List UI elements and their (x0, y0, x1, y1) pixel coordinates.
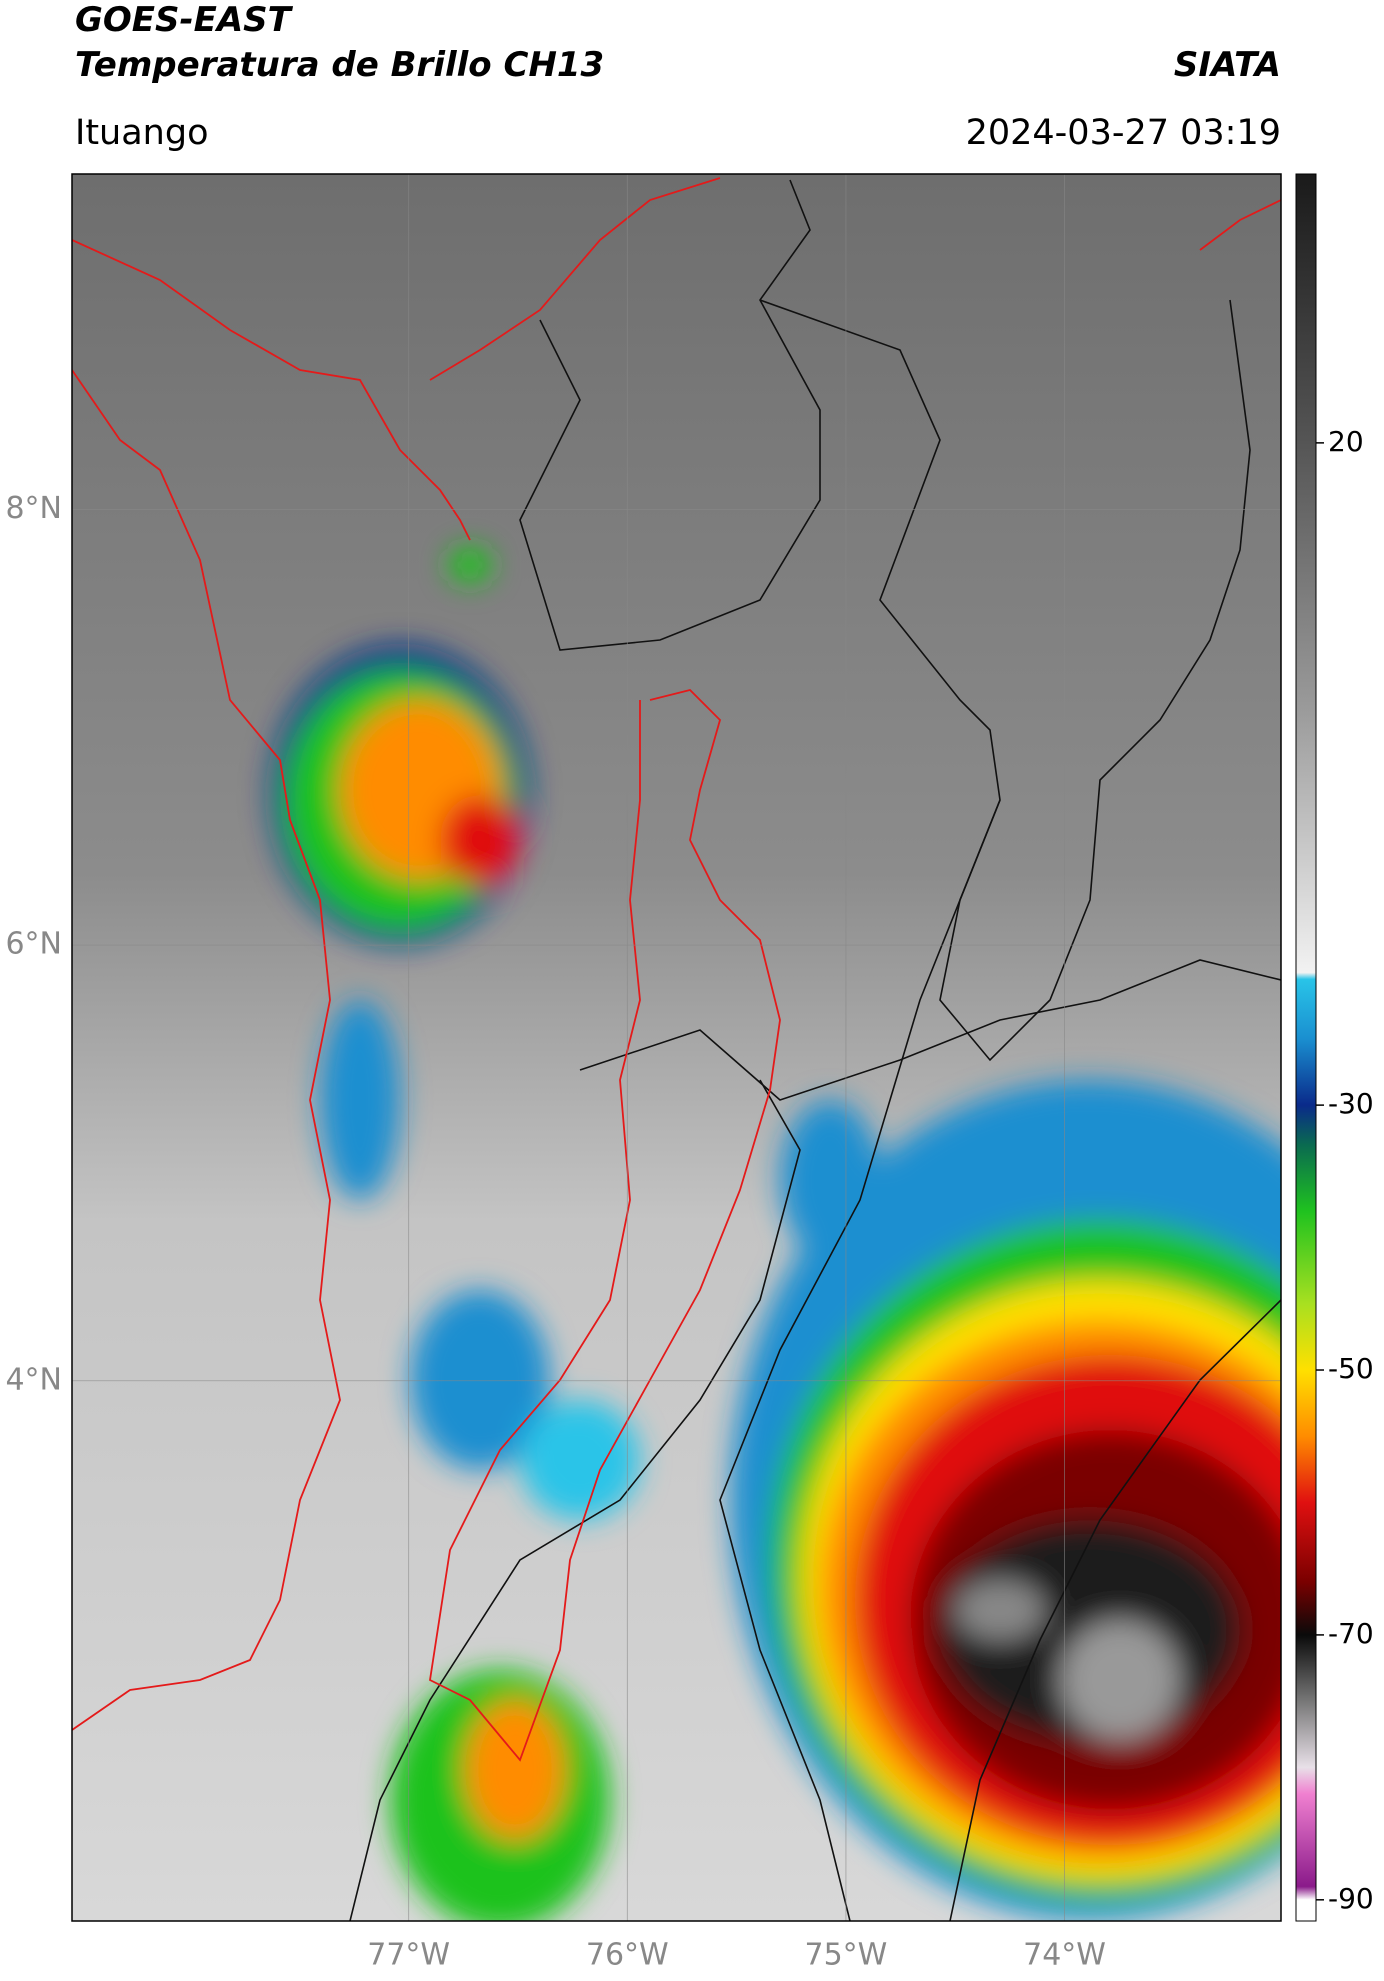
y-tick-label: 4°N (5, 1362, 62, 1397)
datetime: 2024-03-27 03:19 (965, 113, 1281, 153)
y-tick-label: 6°N (5, 927, 62, 962)
title: GOES-EAST (75, 0, 291, 40)
x-tick-label: 75°W (805, 1938, 888, 1973)
satellite-image (72, 174, 1281, 1921)
colorbar-tick-label: -50 (1328, 1352, 1374, 1385)
region: Ituango (75, 113, 209, 153)
source: SIATA (1173, 45, 1281, 85)
x-tick-label: 77°W (367, 1938, 450, 1973)
x-tick-label: 74°W (1023, 1938, 1106, 1973)
x-tick-label: 76°W (586, 1938, 669, 1973)
colorbar-tick-label: -90 (1328, 1882, 1374, 1915)
map-frame (71, 173, 1282, 1922)
colorbar-tick-label: -70 (1328, 1617, 1374, 1650)
y-tick-label: 8°N (5, 491, 62, 526)
colorbar-tick-label: -30 (1328, 1087, 1374, 1120)
title: Temperatura de Brillo CH13 (75, 45, 605, 85)
colorbar (1295, 173, 1317, 1922)
colorbar-tick-label: 20 (1328, 425, 1364, 458)
